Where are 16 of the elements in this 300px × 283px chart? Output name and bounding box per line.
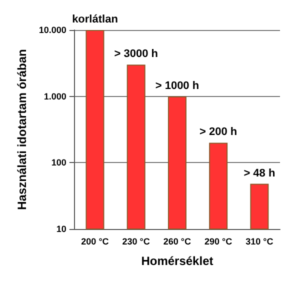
- y-tick-label: 100: [51, 158, 66, 168]
- data-label: > 1000 h: [155, 80, 200, 92]
- y-tick-label: 10.000: [38, 25, 66, 35]
- x-tick-label: 290 °C: [204, 236, 233, 246]
- y-axis-title: Használati idotartam órában: [15, 49, 29, 210]
- x-tick-label: 230 °C: [122, 236, 150, 246]
- data-label: > 200 h: [200, 126, 238, 138]
- x-tick-label: 200 °C: [81, 236, 110, 246]
- y-tick-label: 10: [56, 224, 66, 234]
- y-tick-label: 1.000: [44, 91, 66, 102]
- data-label: > 3000 h: [114, 48, 158, 60]
- x-tick-label: 310 °C: [246, 236, 274, 246]
- x-axis-title: Homérséklet: [141, 254, 214, 268]
- x-tick-label: 260 °C: [163, 236, 192, 246]
- data-label: > 48 h: [244, 167, 276, 180]
- data-label: korlátlan: [72, 14, 118, 26]
